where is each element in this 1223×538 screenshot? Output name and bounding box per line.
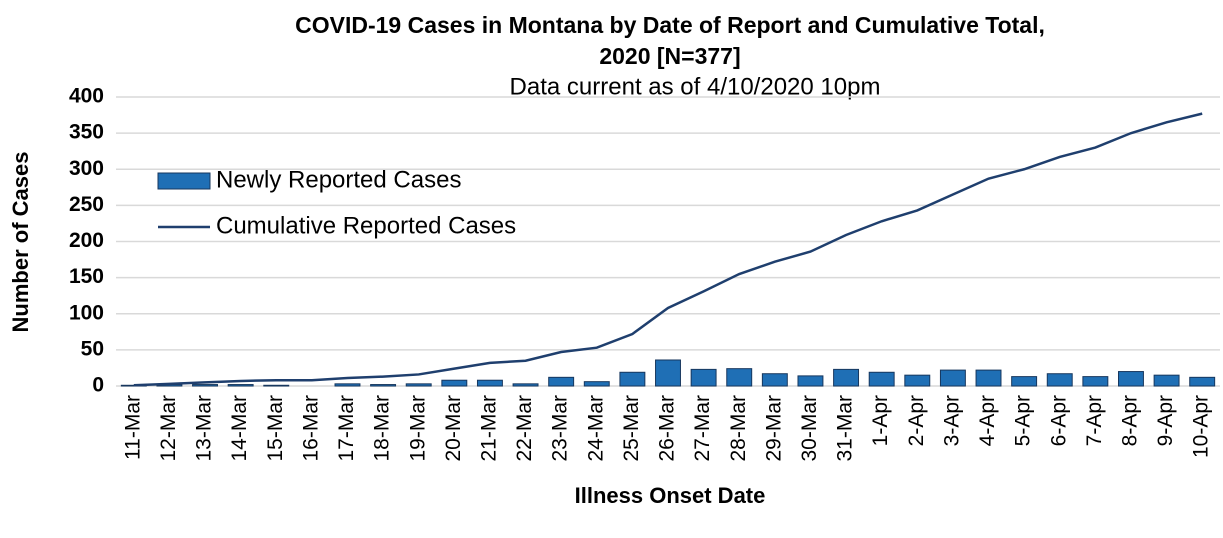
x-tick-label: 4-Apr	[976, 395, 999, 446]
bar	[192, 384, 218, 387]
x-tick-label: 18-Mar	[371, 395, 394, 462]
x-tick-label: 31-Mar	[834, 395, 857, 462]
bar	[334, 383, 361, 387]
x-tick-label: 23-Mar	[549, 395, 572, 462]
x-tick-label: 11-Mar	[121, 395, 144, 460]
x-tick-label: 19-Mar	[406, 395, 429, 462]
y-tick-label: 350	[69, 121, 104, 144]
x-tick-label: 28-Mar	[727, 395, 750, 462]
bar	[227, 384, 254, 387]
x-tick-label: 30-Mar	[798, 395, 821, 462]
y-tick-label: 300	[69, 157, 104, 180]
bar	[761, 373, 788, 387]
y-tick-label: 250	[69, 193, 104, 216]
bar	[1153, 374, 1180, 387]
x-tick-label: 21-Mar	[477, 395, 500, 462]
x-tick-label: 2-Apr	[905, 395, 928, 446]
x-tick-label: 13-Mar	[193, 395, 216, 462]
x-tick-label: 22-Mar	[513, 395, 536, 462]
bar	[904, 374, 931, 387]
line	[133, 112, 1203, 387]
x-axis-label: Illness Onset Date	[575, 483, 766, 508]
bar	[868, 371, 895, 387]
bar	[370, 384, 397, 387]
y-tick-label: 50	[81, 337, 104, 360]
bar	[975, 369, 1002, 387]
x-tick-label: 27-Mar	[691, 395, 714, 462]
bar	[939, 369, 966, 387]
bar	[476, 379, 503, 387]
y-tick-label: 150	[69, 265, 104, 288]
y-tick-label: 200	[69, 229, 104, 252]
x-tick-label: 20-Mar	[442, 395, 465, 462]
bar	[619, 371, 646, 387]
x-tick-label: 3-Apr	[940, 395, 963, 446]
x-tick-label: 7-Apr	[1083, 395, 1106, 446]
x-tick-label: 6-Apr	[1047, 395, 1070, 446]
bar	[1046, 373, 1073, 387]
x-tick-label: 5-Apr	[1012, 395, 1035, 446]
x-tick-label: 24-Mar	[584, 395, 607, 462]
bar	[548, 376, 575, 387]
bar	[512, 383, 539, 387]
bar	[797, 375, 824, 387]
x-tick-label: 26-Mar	[656, 395, 679, 462]
x-tick-label: 16-Mar	[299, 395, 322, 462]
x-tick-label: 9-Apr	[1154, 395, 1177, 446]
bar	[1082, 376, 1109, 387]
x-tick-label: 1-Apr	[869, 395, 892, 446]
bar	[690, 368, 717, 387]
x-tick-label: 10-Apr	[1190, 395, 1213, 458]
bar	[441, 379, 468, 387]
legend-label: Newly Reported Cases	[216, 166, 461, 193]
y-tick-label: 0	[92, 374, 104, 397]
chart-subtitle: 2020 [N=377]	[599, 43, 740, 69]
bar	[655, 359, 681, 387]
bar	[583, 381, 610, 387]
x-tick-label: 15-Mar	[264, 395, 287, 462]
bar	[726, 368, 753, 387]
annotation: Data current as of 4/10/2020 10pm	[510, 73, 881, 100]
bar	[1189, 376, 1216, 387]
x-tick-label: 29-Mar	[762, 395, 785, 462]
x-tick-label: 12-Mar	[157, 395, 180, 462]
x-tick-label: 25-Mar	[620, 395, 643, 462]
chart-title: COVID-19 Cases in Montana by Date of Rep…	[295, 12, 1045, 38]
x-tick-label: 8-Apr	[1119, 395, 1142, 446]
legend-swatch	[157, 172, 211, 190]
bar	[405, 383, 432, 387]
y-axis-label: Number of Cases	[8, 152, 33, 333]
bar	[833, 368, 860, 387]
bar	[1118, 371, 1144, 387]
y-tick-label: 100	[69, 301, 104, 324]
bar	[1011, 376, 1038, 387]
legend-label: Cumulative Reported Cases	[216, 212, 516, 239]
x-tick-label: 17-Mar	[335, 395, 358, 462]
y-tick-label: 400	[69, 85, 104, 108]
bar	[263, 384, 290, 387]
x-tick-label: 14-Mar	[228, 395, 251, 462]
